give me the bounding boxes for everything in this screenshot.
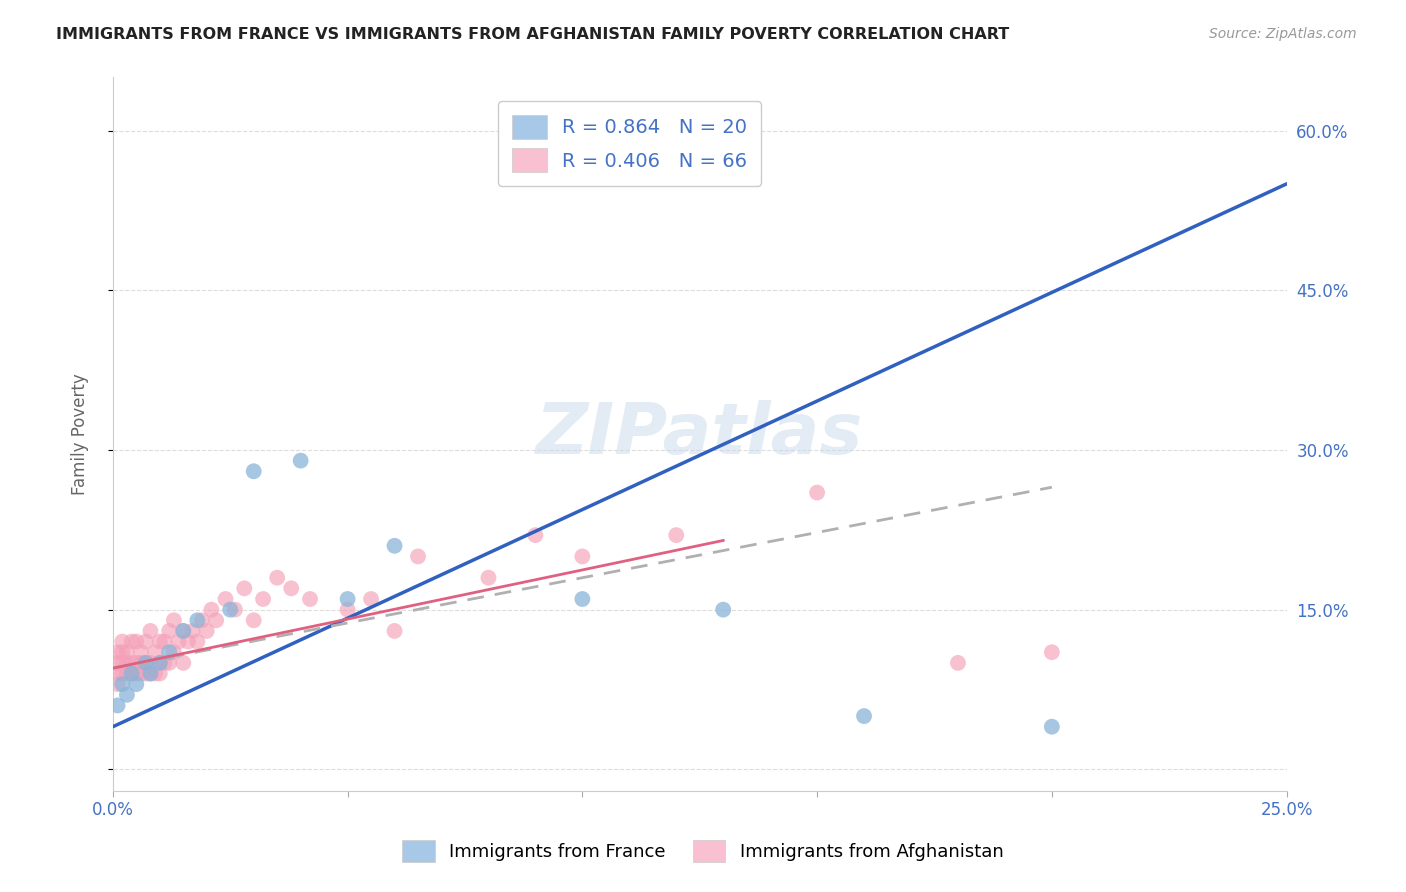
Point xyxy=(242,464,264,478)
Point xyxy=(139,666,162,681)
Point xyxy=(406,549,429,564)
Point xyxy=(125,634,148,648)
Point xyxy=(111,677,134,691)
Point xyxy=(806,485,828,500)
Point xyxy=(135,656,157,670)
Point xyxy=(181,624,204,638)
Point xyxy=(107,666,129,681)
Point xyxy=(111,645,134,659)
Point xyxy=(853,709,876,723)
Point xyxy=(384,539,406,553)
Point xyxy=(111,656,134,670)
Y-axis label: Family Poverty: Family Poverty xyxy=(72,373,89,495)
Point xyxy=(149,634,172,648)
Point xyxy=(205,613,228,627)
Point xyxy=(129,645,152,659)
Text: ZIPatlas: ZIPatlas xyxy=(536,400,863,468)
Text: Source: ZipAtlas.com: Source: ZipAtlas.com xyxy=(1209,27,1357,41)
Point xyxy=(665,528,688,542)
Point xyxy=(177,634,200,648)
Point xyxy=(143,666,166,681)
Legend: R = 0.864   N = 20, R = 0.406   N = 66: R = 0.864 N = 20, R = 0.406 N = 66 xyxy=(498,102,761,186)
Point xyxy=(233,582,256,596)
Point xyxy=(172,656,194,670)
Point xyxy=(163,645,186,659)
Point xyxy=(125,677,148,691)
Point xyxy=(139,666,162,681)
Point xyxy=(163,613,186,627)
Point xyxy=(280,582,302,596)
Point xyxy=(139,656,162,670)
Point xyxy=(115,666,138,681)
Point xyxy=(107,645,129,659)
Point xyxy=(135,634,157,648)
Point xyxy=(477,571,499,585)
Point xyxy=(115,656,138,670)
Point xyxy=(107,698,129,713)
Point xyxy=(153,656,176,670)
Point xyxy=(135,656,157,670)
Point xyxy=(224,602,246,616)
Point xyxy=(172,624,194,638)
Point xyxy=(157,624,180,638)
Point xyxy=(266,571,288,585)
Point xyxy=(149,656,172,670)
Point xyxy=(111,634,134,648)
Point xyxy=(157,645,180,659)
Point xyxy=(214,592,236,607)
Point xyxy=(125,666,148,681)
Point xyxy=(219,602,242,616)
Point xyxy=(129,656,152,670)
Point xyxy=(195,624,218,638)
Point xyxy=(299,592,322,607)
Point xyxy=(115,645,138,659)
Point xyxy=(191,613,214,627)
Point xyxy=(524,528,547,542)
Legend: Immigrants from France, Immigrants from Afghanistan: Immigrants from France, Immigrants from … xyxy=(395,833,1011,870)
Point xyxy=(360,592,382,607)
Point xyxy=(336,592,359,607)
Point xyxy=(121,634,143,648)
Point xyxy=(139,624,162,638)
Point xyxy=(111,666,134,681)
Point xyxy=(384,624,406,638)
Point xyxy=(1040,645,1063,659)
Point xyxy=(186,613,208,627)
Point xyxy=(125,656,148,670)
Point xyxy=(242,613,264,627)
Point xyxy=(186,634,208,648)
Point xyxy=(167,634,190,648)
Point xyxy=(115,688,138,702)
Point xyxy=(121,666,143,681)
Point xyxy=(290,453,312,467)
Point xyxy=(252,592,274,607)
Point xyxy=(107,677,129,691)
Point xyxy=(143,645,166,659)
Point xyxy=(149,656,172,670)
Point xyxy=(172,624,194,638)
Point xyxy=(1040,720,1063,734)
Point xyxy=(129,666,152,681)
Point xyxy=(121,656,143,670)
Text: IMMIGRANTS FROM FRANCE VS IMMIGRANTS FROM AFGHANISTAN FAMILY POVERTY CORRELATION: IMMIGRANTS FROM FRANCE VS IMMIGRANTS FRO… xyxy=(56,27,1010,42)
Point xyxy=(711,602,734,616)
Point xyxy=(153,634,176,648)
Point xyxy=(149,666,172,681)
Point xyxy=(107,656,129,670)
Point xyxy=(946,656,969,670)
Point xyxy=(200,602,222,616)
Point xyxy=(571,549,593,564)
Point xyxy=(157,656,180,670)
Point xyxy=(571,592,593,607)
Point xyxy=(336,602,359,616)
Point xyxy=(135,666,157,681)
Point xyxy=(121,666,143,681)
